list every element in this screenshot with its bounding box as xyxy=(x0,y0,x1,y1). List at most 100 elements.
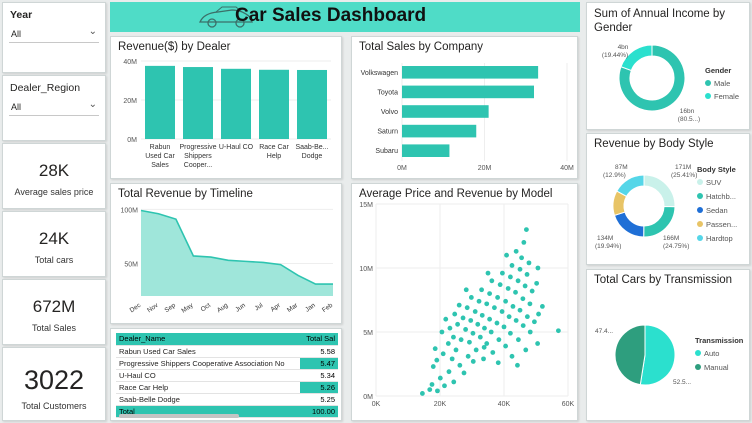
scatter-point xyxy=(510,304,516,309)
sales-cell: 5.26 xyxy=(300,381,338,394)
x-tick-label: Jun xyxy=(234,302,247,314)
legend-marker xyxy=(695,364,701,370)
table-row[interactable]: Rabun Used Car Sales 5.58 xyxy=(116,345,338,358)
scatter-point xyxy=(434,357,440,363)
revenue-timeline-card: Total Revenue by Timeline 100M 50M Dec Nov S… xyxy=(110,183,342,324)
legend-title: Transmission xyxy=(695,336,744,345)
data-label: (80.5...) xyxy=(678,116,700,123)
scatter-point xyxy=(461,370,467,376)
column-header-total-sales[interactable]: Total Sal xyxy=(300,333,338,346)
scatter-point xyxy=(515,278,521,284)
scatter-point xyxy=(490,350,496,355)
data-label: (19.94%) xyxy=(595,243,621,250)
scatter-point xyxy=(516,337,521,343)
scatter-point xyxy=(446,369,452,375)
y-tick-label: 0M xyxy=(363,394,373,401)
scatter-point xyxy=(527,301,533,307)
scatter-point xyxy=(540,304,545,309)
legend-marker xyxy=(697,179,703,185)
sales-by-company-card: Total Sales by Company 0M 20M 40M Volkswage… xyxy=(351,36,578,179)
scatter-point xyxy=(468,295,474,300)
scatter-point xyxy=(495,295,500,300)
x-tick-label: Saab-Be... xyxy=(295,144,328,151)
y-tick-label: Volvo xyxy=(381,109,398,116)
table-row[interactable]: Progressive Shippers Cooperative Associa… xyxy=(116,357,338,370)
legend-marker xyxy=(697,207,703,213)
year-dropdown[interactable]: All ⌄ xyxy=(9,25,99,43)
legend-label: Female xyxy=(714,92,739,101)
legend-label: Sedan xyxy=(706,206,728,215)
kpi-value: 3022 xyxy=(23,365,85,395)
legend-label: Manual xyxy=(704,363,729,372)
scatter-point xyxy=(429,382,435,387)
region-dropdown[interactable]: All ⌄ xyxy=(9,98,99,116)
kpi-value: 672M xyxy=(32,297,76,316)
scatter-point xyxy=(509,353,515,359)
x-tick-label: Feb xyxy=(321,302,335,314)
bar xyxy=(145,65,175,139)
bar xyxy=(402,124,477,138)
scatter-point xyxy=(476,298,482,304)
table-row[interactable]: Saab-Belle Dodge 5.25 xyxy=(116,393,338,406)
price-revenue-model-card: Average Price and Revenue by Model 0M 5M 1… xyxy=(351,183,578,421)
series-line xyxy=(140,209,333,285)
scatter-point xyxy=(451,334,456,340)
scatter-point xyxy=(517,266,523,272)
chart-title: Revenue($) by Dealer xyxy=(118,41,231,53)
dealer-cell: U-Haul CO xyxy=(116,369,300,382)
cars-by-transmission-chart: Transmission Auto Manual 47.4... 52.5... xyxy=(595,324,744,386)
scatter-point xyxy=(496,337,502,343)
table-row[interactable]: U-Haul CO 5.34 xyxy=(116,369,338,382)
table-row[interactable]: Race Car Help 5.26 xyxy=(116,381,338,394)
x-tick-label: 20K xyxy=(434,401,447,408)
table-header-row: Dealer_Name Total Sal xyxy=(116,333,338,346)
scatter-point xyxy=(497,282,503,288)
scatter-point xyxy=(556,328,561,334)
scatter-point xyxy=(467,339,472,345)
scatter-point xyxy=(445,341,451,346)
scatter-point xyxy=(451,379,457,385)
scatter-point xyxy=(513,289,518,295)
scatter-point xyxy=(508,330,513,336)
legend-marker xyxy=(697,235,703,241)
scatter-point xyxy=(535,341,540,346)
x-tick-label: 40K xyxy=(498,401,511,408)
dealer-cell: Saab-Belle Dodge xyxy=(116,393,300,406)
scatter-point xyxy=(437,375,443,381)
data-label: 87M xyxy=(615,164,628,171)
scatter-point xyxy=(472,309,478,314)
scatter-point xyxy=(485,270,491,276)
scatter-point xyxy=(492,305,497,311)
bar xyxy=(259,69,289,139)
data-label: 52.5... xyxy=(673,379,691,386)
column-header-dealer[interactable]: Dealer_Name xyxy=(116,333,300,346)
slice xyxy=(639,324,676,386)
scatter-point xyxy=(447,325,453,331)
scatter-point xyxy=(520,323,526,328)
scatter-point xyxy=(443,316,449,322)
x-tick-label: 0K xyxy=(372,401,381,408)
region-slicer: Dealer_Region All ⌄ xyxy=(2,75,106,141)
scatter-point xyxy=(517,307,523,313)
kpi-value: 24K xyxy=(38,229,70,248)
scatter-point xyxy=(529,288,535,294)
scatter-point xyxy=(509,263,515,268)
kpi-total-customers: 3022 Total Customers xyxy=(2,347,106,421)
scatter-point xyxy=(519,255,524,261)
x-tick-label: 20M xyxy=(478,165,492,172)
data-label: (19.44%) xyxy=(602,52,628,59)
car-logo-icon xyxy=(198,6,253,28)
table-scrollbar[interactable] xyxy=(119,414,239,418)
scatter-point xyxy=(457,362,463,368)
data-label: 4bn xyxy=(618,44,629,51)
y-tick-label: 100M xyxy=(120,207,138,214)
bar xyxy=(183,67,213,139)
year-slicer: Year All ⌄ xyxy=(2,2,106,73)
slice xyxy=(616,174,645,198)
page-title: Car Sales Dashboard xyxy=(235,5,427,26)
income-by-gender-chart: Gender Male Female 4bn(19.44%) 16bn(80.5...) xyxy=(602,44,739,123)
scatter-point xyxy=(442,383,447,389)
scatter-point xyxy=(452,311,458,317)
x-tick-label: Dodge xyxy=(302,153,323,160)
scatter-point xyxy=(503,298,508,304)
